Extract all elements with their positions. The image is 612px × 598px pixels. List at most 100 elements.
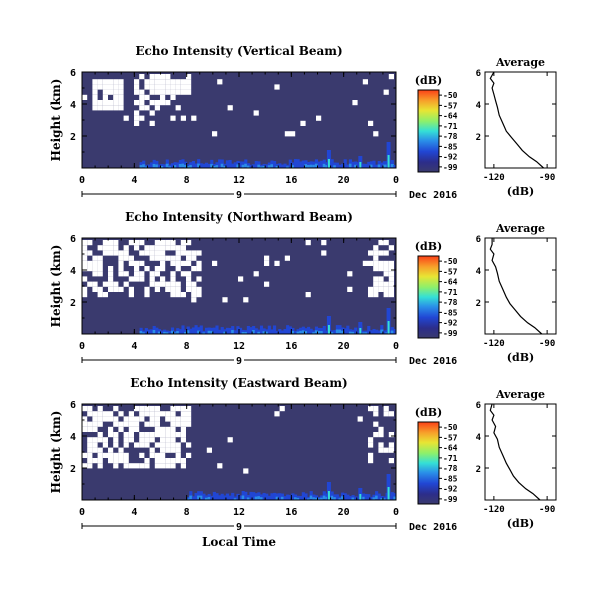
echo-cell xyxy=(335,494,339,500)
missing-data-cell xyxy=(160,452,166,458)
missing-data-cell xyxy=(92,255,98,261)
missing-data-cell xyxy=(118,89,124,95)
echo-cell xyxy=(173,165,177,168)
missing-data-cell xyxy=(388,276,394,282)
missing-data-cell xyxy=(154,426,160,432)
echo-cell xyxy=(262,165,266,168)
missing-data-cell xyxy=(144,286,150,292)
missing-data-cell xyxy=(118,286,124,292)
missing-data-cell xyxy=(180,432,186,438)
echo-cell xyxy=(236,493,240,500)
echo-cell xyxy=(257,331,261,334)
missing-data-cell xyxy=(383,271,389,277)
missing-data-cell xyxy=(82,426,88,432)
missing-data-cell xyxy=(170,406,176,412)
missing-data-cell xyxy=(139,240,145,246)
missing-data-cell xyxy=(196,266,202,272)
echo-cell xyxy=(270,329,274,334)
echo-cell xyxy=(218,329,222,334)
echo-cell xyxy=(307,498,311,500)
echo-cell xyxy=(309,495,313,500)
missing-data-cell xyxy=(175,432,181,438)
missing-data-cell xyxy=(154,255,160,261)
missing-data-cell xyxy=(383,292,389,298)
heatmap-title: Echo Intensity (Eastward Beam) xyxy=(130,376,347,390)
missing-data-cell xyxy=(154,271,160,277)
missing-data-cell xyxy=(87,250,93,256)
missing-data-cell xyxy=(82,250,88,256)
missing-data-cell xyxy=(165,240,171,246)
missing-data-cell xyxy=(134,260,140,266)
avg-x-tick-label: -90 xyxy=(539,173,555,183)
missing-data-cell xyxy=(186,255,192,261)
missing-data-cell xyxy=(373,255,379,261)
echo-cell xyxy=(273,325,277,334)
missing-data-cell xyxy=(160,463,166,469)
echo-cell xyxy=(372,160,376,168)
echo-cell xyxy=(375,329,379,334)
missing-data-cell xyxy=(128,411,134,417)
echo-cell xyxy=(186,326,190,334)
avg-y-tick-label: 6 xyxy=(476,401,481,411)
x-tick-label: 12 xyxy=(233,341,245,352)
missing-data-cell xyxy=(160,250,166,256)
missing-data-cell xyxy=(87,260,93,266)
echo-cell xyxy=(348,331,353,334)
missing-data-cell xyxy=(154,411,160,417)
echo-cell xyxy=(278,493,282,500)
echo-cell xyxy=(252,329,256,334)
missing-data-cell xyxy=(113,250,119,256)
colorbar-tick-label: -50 xyxy=(443,91,458,100)
missing-data-cell xyxy=(102,281,108,287)
missing-data-cell xyxy=(108,245,114,251)
missing-data-cell xyxy=(128,426,134,432)
missing-data-cell xyxy=(102,79,108,85)
missing-data-cell xyxy=(128,276,134,282)
colorbar xyxy=(417,89,440,173)
missing-data-cell xyxy=(149,447,155,453)
missing-data-cell xyxy=(118,255,124,261)
echo-cell xyxy=(325,496,329,500)
missing-data-cell xyxy=(180,458,186,464)
echo-cell xyxy=(163,164,167,168)
echo-cell xyxy=(382,330,387,334)
missing-data-cell xyxy=(102,105,108,111)
missing-data-cell xyxy=(118,271,124,277)
missing-data-cell xyxy=(154,240,160,246)
missing-data-cell xyxy=(238,276,244,282)
missing-data-cell xyxy=(253,271,259,277)
missing-data-cell xyxy=(368,406,374,412)
missing-data-cell xyxy=(139,271,145,277)
missing-data-cell xyxy=(368,437,374,443)
missing-data-cell xyxy=(175,245,181,251)
missing-data-cell xyxy=(347,286,353,292)
missing-data-cell xyxy=(383,447,389,453)
missing-data-cell xyxy=(139,463,145,469)
echo-cell xyxy=(170,163,175,168)
echo-cell xyxy=(189,491,193,500)
missing-data-cell xyxy=(134,110,140,116)
missing-data-cell xyxy=(139,276,145,282)
missing-data-cell xyxy=(97,421,103,427)
echo-cell xyxy=(369,330,373,334)
missing-data-cell xyxy=(165,447,171,453)
missing-data-cell xyxy=(128,292,134,298)
colorbar-tick-label: -78 xyxy=(443,464,458,473)
missing-data-cell xyxy=(378,266,384,272)
echo-cell xyxy=(191,327,196,334)
missing-data-cell xyxy=(352,100,358,106)
x-tick-label: 0 xyxy=(393,175,399,186)
missing-data-cell xyxy=(154,245,160,251)
echo-cell xyxy=(218,495,222,500)
missing-data-cell xyxy=(170,447,176,453)
missing-data-cell xyxy=(97,100,103,106)
missing-data-cell xyxy=(118,421,124,427)
missing-data-cell xyxy=(149,250,155,256)
missing-data-cell xyxy=(383,89,389,95)
date-label: Dec 2016 xyxy=(409,190,457,201)
missing-data-cell xyxy=(82,416,88,422)
missing-data-cell xyxy=(388,432,394,438)
echo-cell xyxy=(170,330,175,334)
missing-data-cell xyxy=(175,105,181,111)
